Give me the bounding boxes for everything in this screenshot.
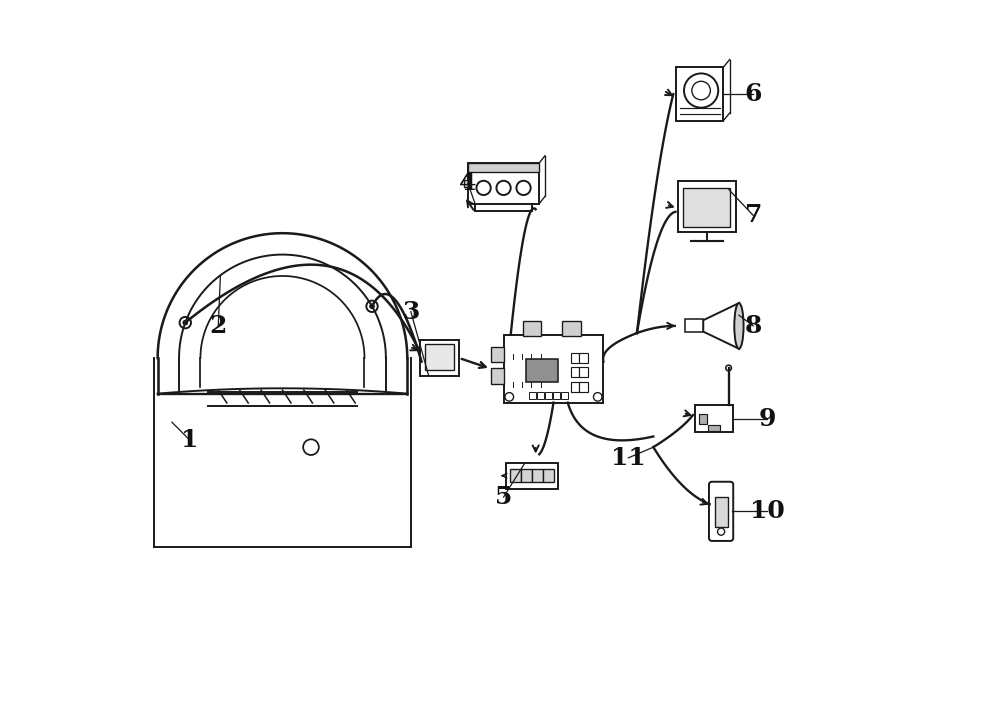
Bar: [510, 469, 521, 482]
Circle shape: [370, 304, 374, 309]
Bar: [425, 344, 454, 370]
Bar: [571, 353, 579, 363]
Bar: [708, 425, 720, 432]
Circle shape: [366, 301, 378, 312]
Bar: [523, 321, 541, 337]
Bar: [699, 414, 707, 424]
Circle shape: [303, 440, 319, 455]
Bar: [676, 67, 723, 121]
Text: 1: 1: [181, 428, 198, 452]
Bar: [543, 469, 554, 482]
Circle shape: [505, 392, 514, 401]
Bar: [468, 163, 539, 173]
Bar: [529, 392, 536, 399]
Bar: [504, 335, 603, 402]
Text: 6: 6: [745, 82, 762, 106]
Text: 10: 10: [750, 499, 785, 523]
Bar: [545, 392, 552, 399]
Circle shape: [684, 74, 718, 107]
Text: 4: 4: [459, 171, 477, 195]
Text: 3: 3: [402, 299, 420, 324]
Text: 8: 8: [745, 314, 762, 338]
Bar: [683, 188, 730, 227]
Bar: [715, 497, 728, 528]
Bar: [468, 163, 539, 203]
Circle shape: [516, 180, 531, 195]
Bar: [695, 405, 733, 432]
Polygon shape: [703, 303, 739, 349]
Bar: [521, 469, 532, 482]
Text: 9: 9: [759, 407, 776, 430]
Circle shape: [180, 317, 191, 329]
Circle shape: [183, 321, 187, 325]
Circle shape: [692, 82, 710, 100]
Text: 5: 5: [495, 485, 512, 509]
Text: 2: 2: [210, 314, 227, 338]
Bar: [561, 392, 568, 399]
Bar: [464, 180, 468, 187]
Bar: [420, 340, 459, 376]
Bar: [526, 359, 558, 382]
Bar: [571, 367, 579, 377]
Bar: [532, 469, 543, 482]
Ellipse shape: [734, 303, 744, 349]
Bar: [553, 392, 560, 399]
Bar: [506, 463, 558, 488]
Bar: [537, 392, 544, 399]
FancyBboxPatch shape: [709, 482, 733, 541]
Bar: [579, 353, 588, 363]
Text: 7: 7: [745, 203, 762, 228]
Circle shape: [718, 528, 725, 536]
Bar: [562, 321, 581, 337]
Bar: [579, 382, 588, 392]
Bar: [571, 382, 579, 392]
Circle shape: [726, 365, 731, 371]
Circle shape: [496, 180, 511, 195]
Bar: [491, 368, 504, 384]
Bar: [685, 319, 703, 332]
Bar: [678, 181, 736, 233]
Bar: [491, 347, 504, 362]
Circle shape: [593, 392, 602, 401]
Bar: [579, 367, 588, 377]
Circle shape: [476, 180, 491, 195]
Text: 11: 11: [611, 446, 646, 470]
